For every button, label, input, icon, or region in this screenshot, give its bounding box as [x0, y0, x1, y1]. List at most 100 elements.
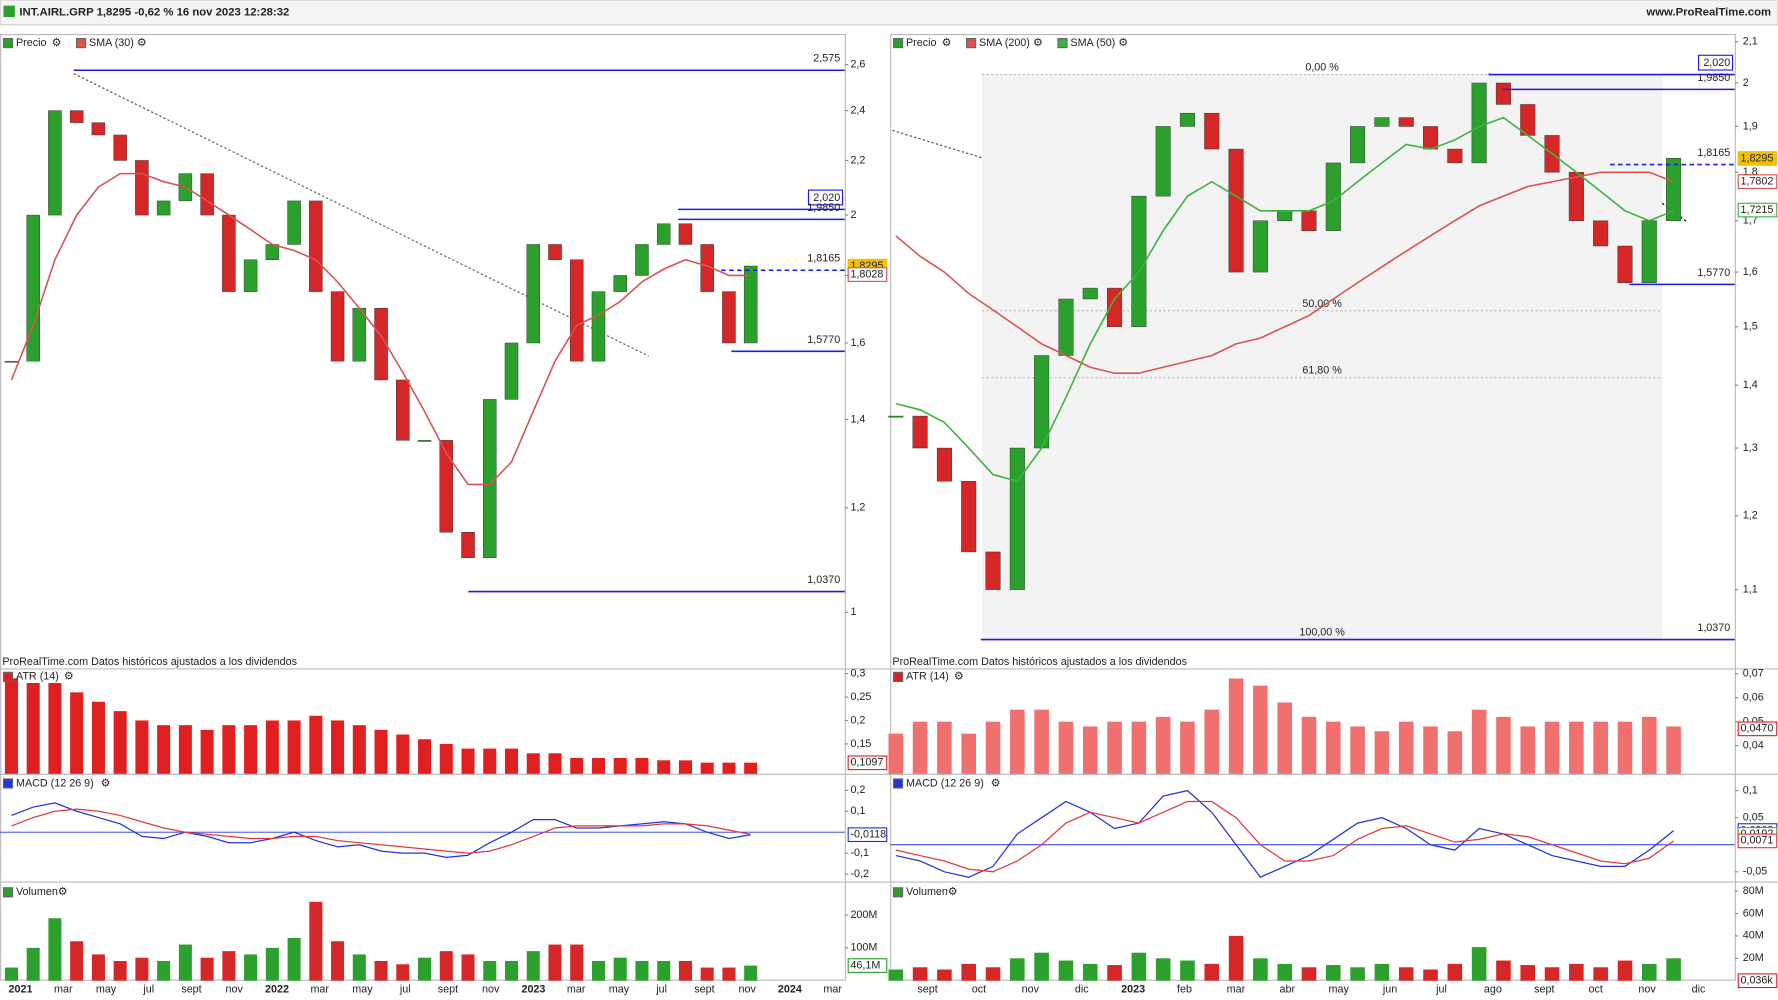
- candle: [417, 440, 432, 442]
- legend-label[interactable]: SMA (200): [979, 37, 1030, 49]
- volume-bar: [113, 960, 127, 981]
- legend-swatch[interactable]: [75, 37, 87, 49]
- legend-swatch[interactable]: [892, 778, 904, 789]
- legend-label[interactable]: ATR (14): [906, 671, 949, 683]
- atr-bar: [1082, 726, 1098, 775]
- legend-label[interactable]: Precio: [906, 37, 937, 49]
- legend-swatch[interactable]: [2, 778, 14, 789]
- volume-bar: [700, 967, 714, 981]
- legend-tools[interactable]: ⚙: [954, 671, 964, 683]
- legend-label[interactable]: SMA (50): [1070, 37, 1115, 49]
- legend-swatch[interactable]: [965, 37, 977, 49]
- legend-swatch[interactable]: [892, 887, 904, 898]
- candle: [135, 160, 149, 216]
- y-tick-label: 2,6: [850, 59, 865, 71]
- legend-tools[interactable]: ⚙: [101, 777, 111, 789]
- legend-swatch[interactable]: [2, 671, 14, 682]
- candle: [1593, 220, 1609, 247]
- candle: [1447, 148, 1463, 164]
- legend-tools[interactable]: ⚙: [58, 886, 68, 898]
- atr-bar: [912, 721, 928, 775]
- volume-bar: [1228, 935, 1244, 981]
- y-tick-label: 1,7: [1743, 215, 1758, 227]
- legend-tools[interactable]: ⚙: [942, 37, 952, 49]
- candle: [1204, 112, 1220, 150]
- candle: [1252, 220, 1268, 273]
- legend-label[interactable]: Volumen: [16, 886, 58, 898]
- legend-swatch[interactable]: [1057, 37, 1068, 49]
- level-box: [807, 189, 844, 206]
- x-tick-label: sept: [694, 984, 714, 996]
- legend-label[interactable]: MACD (12 26 9): [16, 777, 94, 789]
- volume-bar: [1010, 958, 1025, 981]
- candle: [888, 415, 904, 418]
- x-tick-label: abr: [1280, 984, 1296, 996]
- atr-bar: [135, 720, 149, 775]
- candle: [613, 275, 627, 292]
- legend-label[interactable]: MACD (12 26 9): [906, 777, 984, 789]
- atr-bar: [222, 725, 236, 775]
- legend-tools[interactable]: ⚙: [1118, 37, 1128, 49]
- candle: [200, 173, 214, 216]
- legend-label[interactable]: Volumen: [906, 886, 948, 898]
- x-tick-label: nov: [226, 984, 244, 996]
- axis-value-label: 46,1M: [850, 959, 880, 971]
- volume-bar: [591, 960, 606, 981]
- y-tick-label: 0,2: [850, 784, 865, 796]
- y-tick-label: 0,15: [850, 738, 871, 750]
- candle: [678, 223, 693, 245]
- atr-bar: [961, 733, 977, 775]
- volume-bar: [526, 951, 540, 981]
- site-url[interactable]: www.ProRealTime.com: [1645, 6, 1771, 18]
- candle: [265, 244, 280, 260]
- candle: [91, 122, 106, 136]
- volume-bar: [461, 954, 475, 981]
- candle: [1301, 210, 1317, 231]
- candle: [1228, 148, 1244, 273]
- legend-swatch[interactable]: [2, 37, 14, 49]
- candle: [743, 265, 758, 344]
- candle: [548, 244, 562, 260]
- legend-tools[interactable]: ⚙: [1033, 37, 1043, 49]
- y-tick-label: 1,5: [1743, 321, 1758, 333]
- axis-value-box: [1737, 973, 1778, 989]
- y-tick-label: 0,2: [850, 714, 865, 726]
- y-tick-label: 100M: [850, 942, 877, 954]
- volume-bar: [157, 960, 171, 981]
- candle: [26, 214, 40, 362]
- legend-tools[interactable]: ⚙: [137, 37, 147, 49]
- level-label: 1,8165: [807, 253, 840, 265]
- legend-swatch[interactable]: [892, 671, 904, 682]
- atr-bar: [1107, 721, 1122, 775]
- legend-tools[interactable]: ⚙: [991, 777, 1001, 789]
- atr-bar: [1180, 721, 1195, 775]
- level-label: 1,5770: [1697, 267, 1730, 279]
- y-tick-label: 0,1: [850, 805, 865, 817]
- volume-bar: [1253, 958, 1268, 981]
- candle: [1398, 117, 1414, 127]
- legend-swatch[interactable]: [892, 37, 904, 49]
- legend-label[interactable]: ATR (14): [16, 671, 59, 683]
- legend-tools[interactable]: ⚙: [52, 37, 62, 49]
- legend-label[interactable]: SMA (30): [89, 37, 134, 49]
- axis-value-label: 0,036k: [1740, 975, 1773, 987]
- level-label: 1,8165: [1697, 147, 1730, 159]
- legend-label[interactable]: Precio: [16, 37, 47, 49]
- atr-bar: [374, 729, 388, 775]
- candle: [1325, 162, 1341, 231]
- y-tick-label: 0,1: [1743, 784, 1758, 796]
- x-tick-label: mar: [54, 984, 73, 996]
- level-box: [1697, 54, 1734, 71]
- candle: [309, 200, 323, 292]
- legend-tools[interactable]: ⚙: [948, 886, 958, 898]
- candle: [330, 291, 345, 362]
- candle: [985, 551, 1001, 590]
- volume-bar: [1544, 967, 1560, 981]
- atr-bar: [483, 748, 497, 775]
- candle: [1641, 220, 1657, 283]
- x-tick-label: mar: [1227, 984, 1246, 996]
- fib-label: 0,00 %: [1305, 62, 1339, 74]
- y-tick-label: 1,1: [1743, 583, 1758, 595]
- legend-swatch[interactable]: [2, 887, 14, 898]
- legend-tools[interactable]: ⚙: [64, 671, 74, 683]
